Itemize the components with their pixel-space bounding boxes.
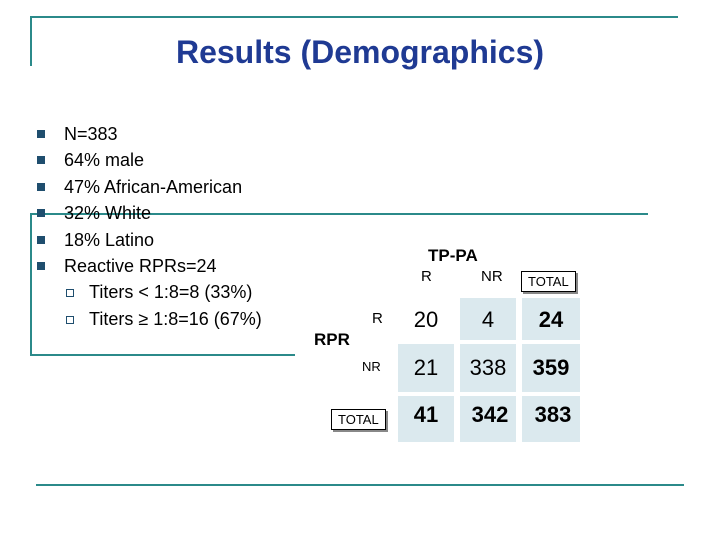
square-bullet-icon bbox=[37, 209, 45, 218]
sub-bullet-text: Titers ≥ 1:8=16 (67%) bbox=[89, 308, 262, 329]
table-cell: 359 bbox=[532, 355, 570, 380]
sub-bullet-item: Titers < 1:8=8 (33%) bbox=[34, 279, 262, 305]
bullet-item: 64% male bbox=[34, 147, 262, 173]
cell-background bbox=[522, 298, 580, 340]
sub-bullet-text: Titers < 1:8=8 (33%) bbox=[89, 282, 253, 303]
table-cell: 342 bbox=[471, 402, 509, 427]
row-header-nr: NR bbox=[362, 359, 381, 374]
top-rule bbox=[30, 16, 678, 18]
bullet-text: Reactive RPRs=24 bbox=[64, 255, 217, 276]
bullet-item: 47% African-American bbox=[34, 174, 262, 200]
table-cell: 41 bbox=[413, 402, 439, 427]
cell-background bbox=[522, 344, 580, 392]
column-group-label: TP-PA bbox=[428, 246, 478, 265]
bullet-item: N=383 bbox=[34, 121, 262, 147]
row-header-total: TOTAL bbox=[331, 409, 386, 430]
bullet-item: 18% Latino bbox=[34, 227, 262, 253]
bullet-item: Reactive RPRs=24 bbox=[34, 253, 262, 279]
bullet-text: N=383 bbox=[64, 124, 118, 144]
table-cell: 338 bbox=[469, 355, 507, 380]
cell-background bbox=[522, 396, 580, 442]
hollow-square-bullet-icon bbox=[66, 289, 74, 298]
square-bullet-icon bbox=[37, 182, 45, 191]
bullet-text: 64% male bbox=[64, 150, 145, 171]
cell-background bbox=[398, 298, 454, 340]
bullet-item: 32% White bbox=[34, 200, 262, 226]
cell-background bbox=[460, 344, 516, 392]
cell-background bbox=[398, 396, 454, 442]
table-cell: 383 bbox=[534, 402, 572, 427]
square-bullet-icon bbox=[37, 235, 45, 244]
row-header-r: R bbox=[372, 310, 383, 327]
bullet-text: 18% Latino bbox=[64, 229, 155, 250]
bottom-rule bbox=[36, 484, 684, 486]
hollow-square-bullet-icon bbox=[66, 315, 74, 324]
square-bullet-icon bbox=[37, 130, 45, 138]
square-bullet-icon bbox=[37, 156, 45, 165]
column-header-total: TOTAL bbox=[521, 271, 576, 292]
table-cell: 21 bbox=[413, 355, 439, 380]
left-vertical-rule bbox=[30, 213, 32, 356]
bullet-text: 47% African-American bbox=[64, 176, 243, 197]
bullet-text: 32% White bbox=[64, 203, 152, 224]
row-group-label: RPR bbox=[314, 330, 350, 349]
middle-rule bbox=[30, 213, 648, 215]
cell-background bbox=[398, 344, 454, 392]
column-header-r: R bbox=[421, 268, 432, 285]
table-cell: 4 bbox=[481, 307, 495, 332]
top-left-vertical-rule bbox=[30, 16, 32, 66]
table-cell: 20 bbox=[413, 307, 439, 332]
bullet-list: N=383 64% male 47% African-American 32% … bbox=[34, 121, 262, 332]
slide-title: Results (Demographics) bbox=[175, 34, 545, 70]
column-header-nr: NR bbox=[481, 268, 503, 285]
mid-divider-rule bbox=[30, 354, 295, 356]
square-bullet-icon bbox=[37, 261, 45, 270]
cell-background bbox=[460, 298, 516, 340]
sub-bullet-item: Titers ≥ 1:8=16 (67%) bbox=[34, 306, 262, 332]
cell-background bbox=[460, 396, 516, 442]
table-cell: 24 bbox=[538, 307, 564, 332]
